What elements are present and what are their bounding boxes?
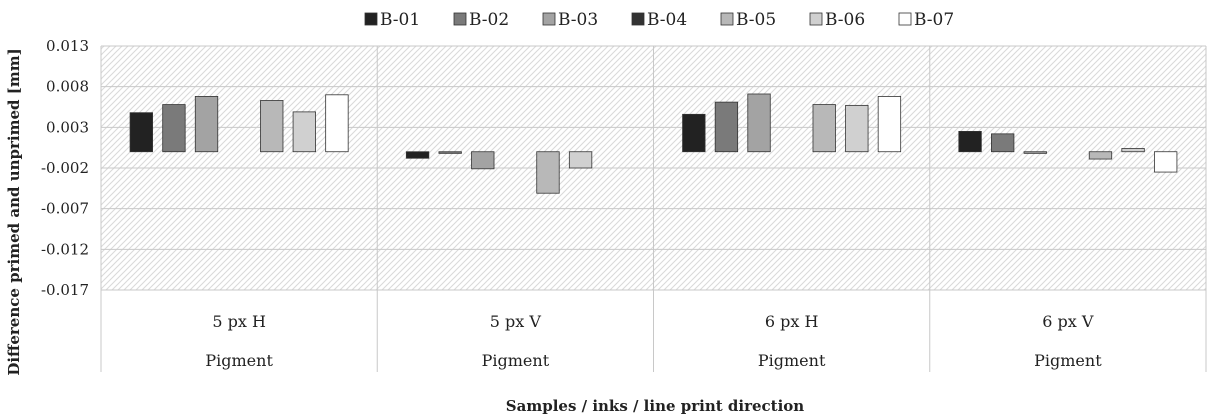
- category-label: 6 px V: [1042, 312, 1094, 331]
- bar-b-06-5-px-v: [568, 151, 593, 169]
- legend-label-b-05: B-05: [736, 10, 776, 30]
- legend-label-b-02: B-02: [469, 10, 509, 30]
- category-label: 5 px V: [490, 312, 542, 331]
- x-axis-title: Samples / inks / line print direction: [506, 397, 804, 415]
- legend-swatch-b-01: [364, 12, 378, 26]
- bar-b-05-6-px-h: [812, 104, 836, 153]
- legend-swatch-b-07: [898, 12, 912, 26]
- y-tick-label: -0.017: [41, 281, 89, 299]
- category-table-lines: [100, 46, 1207, 372]
- legend-label-b-07: B-07: [914, 10, 954, 30]
- category-group-label: Pigment: [758, 351, 826, 370]
- bars: [129, 93, 1178, 194]
- legend-swatch-b-04: [631, 12, 645, 26]
- legend-label-b-03: B-03: [558, 10, 598, 30]
- bar-b-06-6-px-v: [1121, 148, 1145, 153]
- bar-b-05-5-px-h: [260, 100, 284, 153]
- category-label: 5 px H: [212, 312, 266, 331]
- bar-b-07-6-px-h: [877, 96, 902, 153]
- bar-b-07-5-px-h: [325, 94, 349, 153]
- y-tick-label: -0.012: [41, 240, 89, 258]
- bar-b-03-6-px-h: [747, 93, 771, 153]
- bar-b-06-5-px-h: [292, 111, 316, 153]
- bar-b-02-6-px-v: [991, 133, 1015, 153]
- legend-label-b-06: B-06: [825, 10, 865, 30]
- bar-b-02-5-px-h: [162, 104, 186, 153]
- y-tick-label: 0.013: [46, 37, 89, 55]
- y-tick-label: -0.002: [41, 159, 89, 177]
- bar-b-01-6-px-h: [682, 113, 706, 153]
- y-tick-label: -0.007: [41, 200, 89, 218]
- bar-b-06-6-px-h: [845, 104, 869, 153]
- bar-b-03-5-px-h: [194, 96, 219, 153]
- y-axis-title: Difference primed and unprimed [mm]: [5, 48, 23, 375]
- bar-b-05-5-px-v: [536, 151, 560, 194]
- legend-swatch-b-02: [453, 12, 467, 26]
- legend: B-01 B-02 B-03 B-04 B-05 B-06 B-07: [364, 10, 954, 30]
- y-tick-label: 0.008: [46, 78, 89, 96]
- bar-b-01-5-px-v: [405, 151, 430, 159]
- category-group-label: Pigment: [1034, 351, 1102, 370]
- category-group-label: Pigment: [482, 351, 550, 370]
- legend-label-b-04: B-04: [647, 10, 687, 30]
- category-labels: 5 px H Pigment 5 px V Pigment 6 px H Pigment 6…: [205, 312, 1102, 370]
- bar-b-05-6-px-v: [1088, 151, 1113, 160]
- bar-b-02-5-px-v: [438, 151, 462, 154]
- legend-swatch-b-03: [542, 12, 556, 26]
- y-tick-label: 0.003: [46, 118, 89, 136]
- category-group-label: Pigment: [205, 351, 273, 370]
- category-label: 6 px H: [765, 312, 819, 331]
- legend-swatch-b-06: [809, 12, 823, 26]
- bar-b-01-6-px-v: [958, 130, 982, 153]
- bar-b-03-6-px-v: [1023, 151, 1047, 154]
- legend-label-b-01: B-01: [380, 10, 420, 30]
- y-tick-labels: 0.013 0.008 0.003 -0.002 -0.007 -0.012 -0.017: [41, 37, 89, 299]
- bar-b-01-5-px-h: [129, 112, 153, 153]
- bar-b-03-5-px-v: [471, 151, 495, 170]
- legend-swatch-b-05: [720, 12, 734, 26]
- bar-b-02-6-px-h: [714, 101, 739, 153]
- bar-b-07-6-px-v: [1154, 151, 1178, 173]
